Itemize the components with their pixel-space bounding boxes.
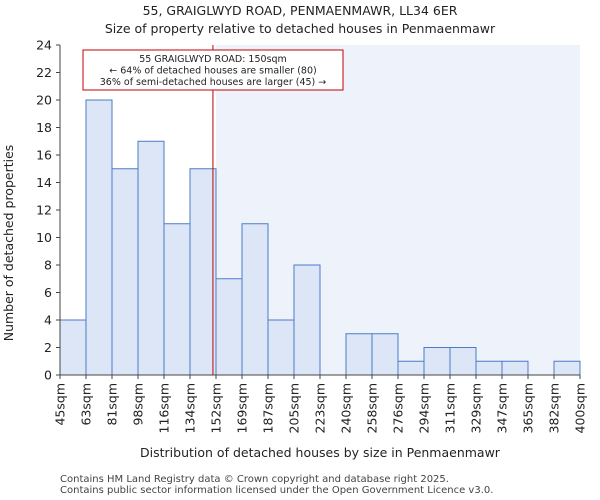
x-tick-label: 81sqm bbox=[105, 383, 120, 426]
histogram-bar bbox=[449, 347, 477, 376]
chart-title-address: 55, GRAIGLWYD ROAD, PENMAENMAWR, LL34 6E… bbox=[142, 3, 458, 18]
histogram-bar bbox=[553, 360, 581, 376]
histogram-bar bbox=[163, 223, 191, 376]
histogram-bar bbox=[423, 347, 451, 376]
y-tick-label: 4 bbox=[44, 313, 52, 328]
footer-licence: Contains public sector information licen… bbox=[60, 485, 494, 496]
x-tick-label: 63sqm bbox=[79, 383, 94, 426]
y-tick-label: 0 bbox=[44, 368, 52, 383]
y-tick-label: 12 bbox=[36, 203, 52, 218]
y-tick-label: 16 bbox=[36, 148, 52, 163]
x-tick-label: 311sqm bbox=[443, 383, 458, 433]
y-tick-label: 6 bbox=[44, 285, 52, 300]
histogram-bar bbox=[85, 99, 113, 376]
y-tick-label: 20 bbox=[36, 93, 52, 108]
x-tick-label: 169sqm bbox=[235, 383, 250, 433]
histogram-bar bbox=[59, 319, 87, 376]
histogram-bar bbox=[267, 319, 295, 376]
x-tick-label: 223sqm bbox=[313, 383, 328, 433]
histogram-bar bbox=[475, 360, 503, 376]
histogram-bar bbox=[397, 360, 425, 376]
histogram-bar bbox=[345, 333, 373, 376]
histogram-bar bbox=[137, 140, 165, 376]
y-tick-label: 18 bbox=[36, 120, 52, 135]
histogram-bar bbox=[241, 223, 269, 376]
x-tick-label: 205sqm bbox=[287, 383, 302, 433]
y-tick-label: 8 bbox=[44, 258, 52, 273]
x-tick-label: 187sqm bbox=[261, 383, 276, 433]
x-tick-label: 400sqm bbox=[573, 383, 588, 433]
x-tick-label: 116sqm bbox=[157, 383, 172, 433]
annotation-smaller: ← 64% of detached houses are smaller (80… bbox=[109, 66, 316, 77]
x-tick-label: 382sqm bbox=[547, 383, 562, 433]
histogram-bar bbox=[189, 168, 217, 376]
x-tick-label: 45sqm bbox=[53, 383, 68, 426]
x-tick-label: 134sqm bbox=[183, 383, 198, 433]
x-tick-label: 276sqm bbox=[391, 383, 406, 433]
x-tick-label: 329sqm bbox=[469, 383, 484, 433]
histogram-bar bbox=[293, 264, 321, 376]
histogram-bar bbox=[111, 168, 139, 376]
x-tick-label: 98sqm bbox=[131, 383, 146, 426]
y-tick-label: 10 bbox=[36, 230, 52, 245]
x-tick-label: 258sqm bbox=[365, 383, 380, 433]
annotation-title: 55 GRAIGLWYD ROAD: 150sqm bbox=[139, 54, 287, 65]
x-tick-label: 152sqm bbox=[209, 383, 224, 433]
y-tick-label: 2 bbox=[44, 340, 52, 355]
chart-title: Size of property relative to detached ho… bbox=[104, 21, 496, 36]
annotation-box bbox=[82, 49, 344, 91]
annotation-larger: 36% of semi-detached houses are larger (… bbox=[100, 77, 327, 88]
histogram-bar bbox=[501, 360, 529, 376]
x-tick-label: 347sqm bbox=[495, 383, 510, 433]
y-tick-label: 14 bbox=[36, 175, 52, 190]
y-tick-label: 24 bbox=[36, 38, 52, 53]
histogram-bar bbox=[371, 333, 399, 376]
y-tick-label: 22 bbox=[36, 65, 52, 80]
y-axis-label: Number of detached properties bbox=[1, 145, 16, 342]
x-tick-label: 294sqm bbox=[417, 383, 432, 433]
histogram-bar bbox=[215, 278, 243, 376]
x-tick-label: 365sqm bbox=[521, 383, 536, 433]
x-axis-label: Distribution of detached houses by size … bbox=[140, 445, 501, 460]
x-tick-label: 240sqm bbox=[339, 383, 354, 433]
footer-copyright: Contains HM Land Registry data © Crown c… bbox=[60, 474, 449, 485]
